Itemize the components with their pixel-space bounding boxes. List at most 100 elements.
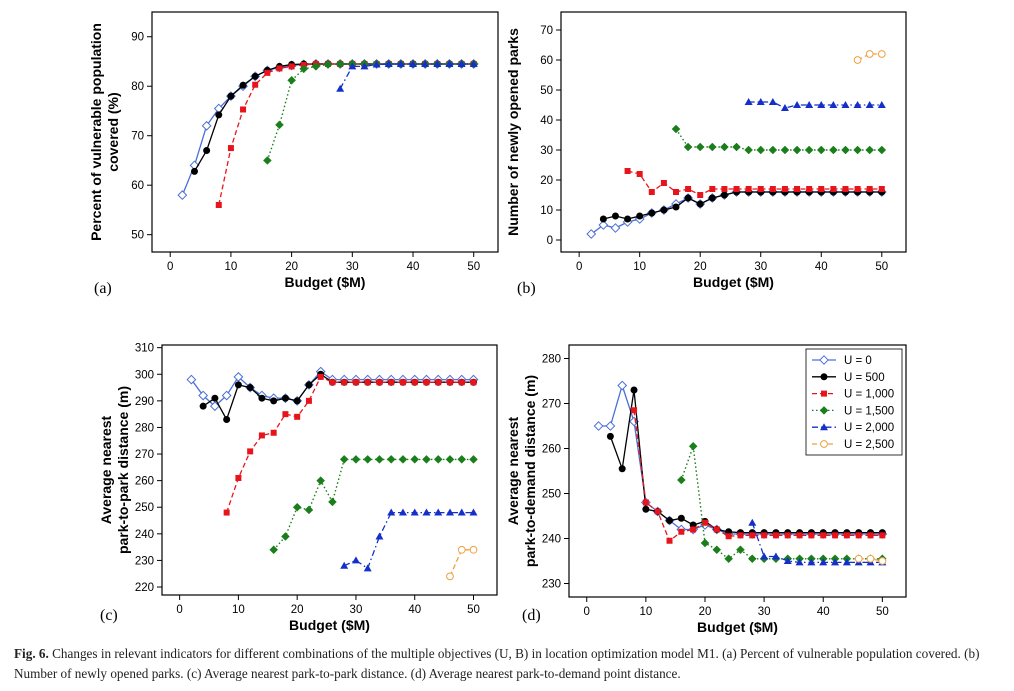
x-tick-label: 40	[407, 261, 420, 273]
series-u-2-500	[854, 554, 887, 565]
panel-label: (a)	[94, 280, 112, 297]
x-tick-label: 30	[758, 606, 771, 618]
data-point	[469, 545, 478, 554]
data-point	[804, 145, 814, 155]
data-point	[744, 98, 753, 105]
data-point	[648, 209, 656, 217]
data-point	[305, 397, 312, 404]
data-point	[275, 120, 284, 130]
data-point	[215, 201, 222, 208]
data-point	[606, 432, 614, 440]
data-point	[720, 142, 729, 152]
data-point	[780, 104, 789, 111]
x-tick-label: 40	[408, 604, 421, 616]
x-tick-label: 10	[232, 604, 245, 616]
data-point	[695, 142, 705, 152]
y-tick-label: 290	[135, 396, 154, 408]
data-point	[853, 101, 862, 108]
data-point	[282, 411, 289, 418]
data-point	[865, 101, 874, 108]
data-point	[227, 92, 235, 100]
data-point	[457, 455, 467, 464]
y-tick-label: 230	[135, 555, 154, 567]
data-point	[725, 533, 732, 540]
x-tick-label: 10	[639, 606, 652, 618]
data-point	[721, 186, 728, 192]
data-point	[435, 379, 442, 386]
data-point	[688, 441, 698, 451]
data-point	[311, 62, 321, 71]
data-point	[792, 145, 802, 155]
data-point	[457, 59, 466, 67]
data-point	[458, 379, 465, 386]
series-line	[273, 458, 474, 551]
data-point	[340, 561, 349, 569]
series-u-0	[177, 59, 479, 200]
y-tick-label: 300	[135, 369, 154, 381]
data-point	[252, 81, 259, 88]
series-u-1-000	[624, 168, 885, 198]
y-tick-label: 60	[131, 180, 144, 192]
y-tick-label: 90	[131, 32, 144, 44]
data-point	[697, 192, 704, 198]
data-point	[724, 554, 733, 564]
series-line	[225, 376, 474, 513]
data-point	[611, 212, 619, 220]
x-tick-label: 20	[291, 604, 304, 616]
legend-label: U = 1,000	[844, 389, 894, 401]
data-point	[712, 545, 722, 555]
data-point	[421, 59, 430, 67]
data-point	[411, 379, 418, 386]
x-tick-label: 0	[176, 604, 182, 616]
y-axis-label-line: park-to-demand distance (m)	[522, 375, 538, 567]
data-point	[317, 373, 324, 380]
x-tick-label: 30	[346, 261, 359, 273]
data-point	[211, 394, 219, 402]
data-point	[878, 186, 885, 192]
data-point	[422, 508, 431, 516]
data-point	[642, 505, 650, 513]
data-point	[223, 509, 230, 516]
data-point	[470, 379, 477, 386]
data-point	[673, 189, 679, 195]
data-point	[707, 142, 717, 152]
series-line	[590, 191, 882, 235]
data-point	[469, 455, 478, 464]
x-tick-label: 10	[225, 261, 238, 273]
data-point	[624, 168, 631, 174]
x-tick-label: 40	[817, 606, 830, 618]
y-tick-label: 260	[542, 444, 561, 456]
y-tick-label: 70	[131, 131, 144, 143]
y-tick-label: 270	[542, 399, 561, 411]
series-u-1-500	[262, 59, 479, 165]
data-point	[351, 556, 360, 564]
series-line	[181, 63, 474, 196]
x-tick-label: 0	[576, 261, 582, 273]
data-point	[335, 59, 345, 69]
y-tick-label: 230	[542, 579, 561, 591]
data-point	[624, 215, 632, 223]
data-point	[292, 502, 302, 512]
data-point	[636, 171, 643, 177]
data-point	[593, 421, 604, 431]
x-axis-label: Budget ($M)	[697, 619, 778, 635]
data-point	[235, 474, 242, 481]
data-point	[388, 379, 395, 386]
data-point	[769, 186, 776, 192]
data-point	[832, 532, 839, 539]
x-tick-label: 10	[633, 261, 646, 273]
data-point	[227, 145, 234, 152]
y-axis-label-line: Percent of vulnerable population	[88, 23, 104, 241]
data-point	[239, 81, 247, 89]
data-point	[749, 532, 756, 539]
series-line	[193, 63, 474, 172]
series-u-2-000	[336, 59, 478, 92]
data-point	[784, 532, 791, 539]
data-point	[830, 186, 837, 192]
data-point	[246, 384, 254, 392]
data-point	[221, 390, 232, 401]
x-axis-label: Budget ($M)	[285, 274, 366, 290]
caption-label: Fig. 6.	[14, 646, 49, 661]
data-point	[732, 142, 741, 152]
data-point	[783, 557, 792, 564]
